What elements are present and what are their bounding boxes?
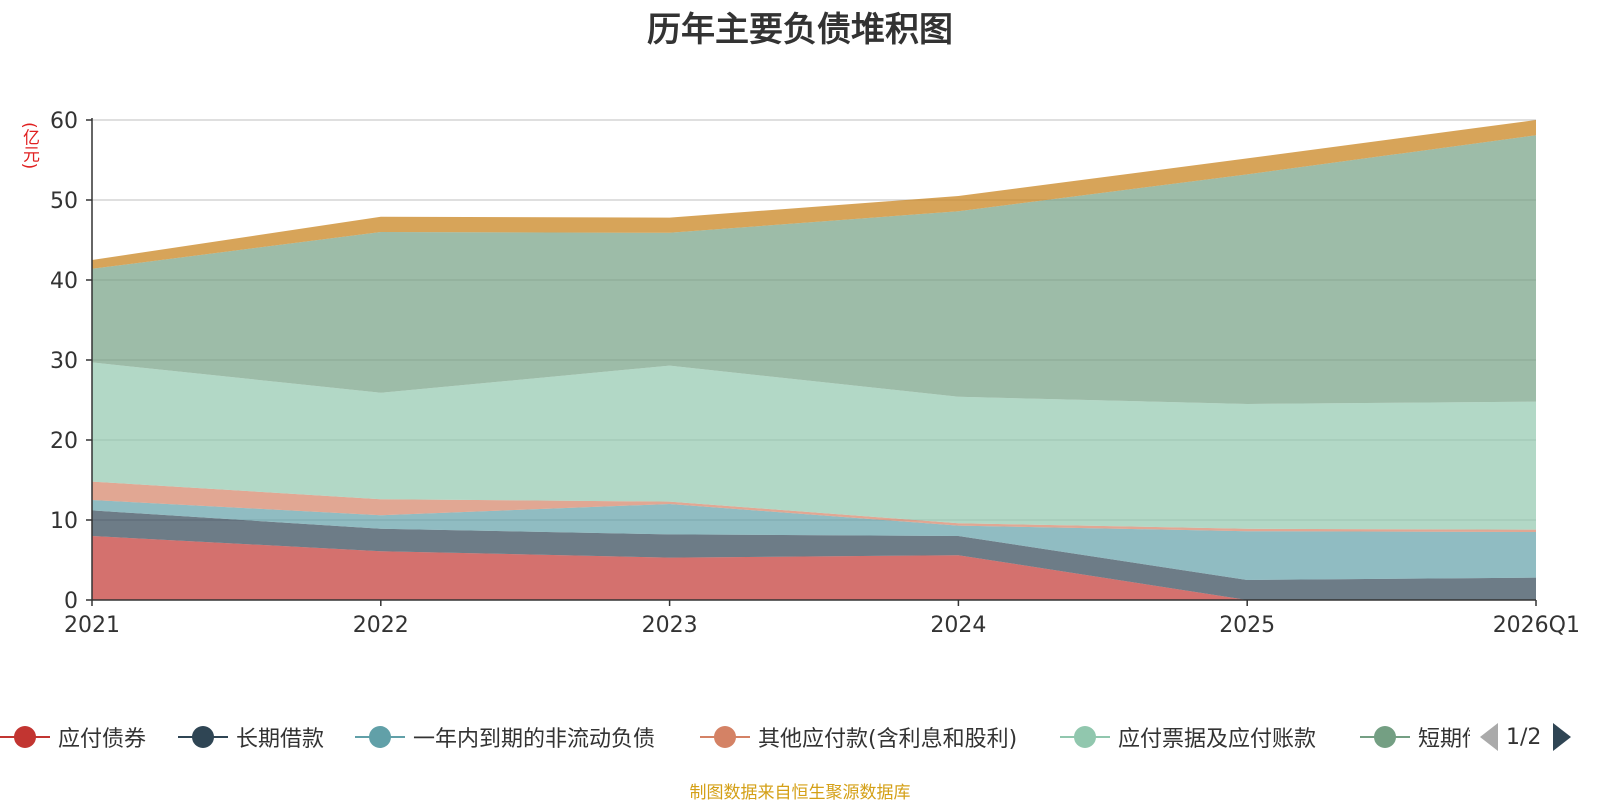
x-tick-label: 2022 [353,613,409,638]
y-tick-label: 60 [50,109,78,134]
area-series-2[interactable] [92,510,1536,600]
legend-item-label: 一年内到期的非流动负债 [413,727,656,752]
area-series-3[interactable] [92,500,1536,580]
legend-marker-icon [1360,726,1410,748]
x-tick-label: 2026Q1 [1493,613,1580,638]
chart-title: 历年主要负债堆积图 [647,10,953,50]
x-tick-label: 2023 [642,613,698,638]
legend-item[interactable]: 应付债券 [0,717,146,757]
legend-pager: 1/2 [1480,717,1572,757]
legend-item[interactable]: 短期借款 [1360,717,1470,757]
y-axis-unit-label: (亿元) [19,122,39,170]
legend-item-label: 其他应付款(含利息和股利) [758,727,1018,752]
legend-prev-page-icon[interactable] [1480,723,1498,751]
x-tick-label: 2021 [64,613,120,638]
legend-marker-icon [178,726,228,748]
area-series-6[interactable] [92,135,1536,404]
area-series-4[interactable] [92,481,1536,532]
area-series [92,120,1536,600]
legend-item[interactable]: 其他应付款(含利息和股利) [700,717,1017,757]
axes: 0 10 20 30 40 50 60 2021 2022 2023 2024 2025 2026Q1 [50,109,1580,638]
x-tick-label: 2025 [1219,613,1275,638]
x-tick-label: 2024 [930,613,986,638]
area-series-1[interactable] [92,536,1536,600]
legend-page-indicator: 1/2 [1506,724,1542,750]
legend-item[interactable]: 长期借款 [178,717,324,757]
legend-item-label: 长期借款 [236,727,325,752]
y-tick-label: 20 [50,429,78,454]
y-tick-label: 30 [50,349,78,374]
area-series-5[interactable] [92,362,1536,530]
y-tick-label: 0 [64,589,78,614]
legend-item-label: 应付票据及应付账款 [1118,727,1317,752]
legend-marker-icon [355,726,405,748]
data-source-note: 制图数据来自恒生聚源数据库 [689,783,911,803]
legend: 应付债券 长期借款 一年内到期的非流动负债 其他应付款(含利息和股利) 应付票据及应付账… [0,717,1600,757]
legend-item-label: 应付债券 [58,727,147,752]
y-tick-label: 40 [50,269,78,294]
legend-marker-icon [700,726,750,748]
legend-item[interactable]: 一年内到期的非流动负债 [355,717,655,757]
area-series-7[interactable] [92,120,1536,269]
y-tick-label: 10 [50,509,78,534]
y-tick-label: 50 [50,189,78,214]
legend-item-label: 短期借款 [1418,727,1470,752]
stacked-area-chart: 0 10 20 30 40 50 60 2021 2022 2023 2024 2025 2026Q1 [50,109,1580,638]
legend-item[interactable]: 应付票据及应付账款 [1060,717,1316,757]
legend-next-page-icon[interactable] [1553,723,1572,751]
legend-items: 应付债券 长期借款 一年内到期的非流动负债 其他应付款(含利息和股利) 应付票据及应付账… [0,717,1470,757]
legend-marker-icon [1060,726,1110,748]
legend-marker-icon [0,726,50,748]
